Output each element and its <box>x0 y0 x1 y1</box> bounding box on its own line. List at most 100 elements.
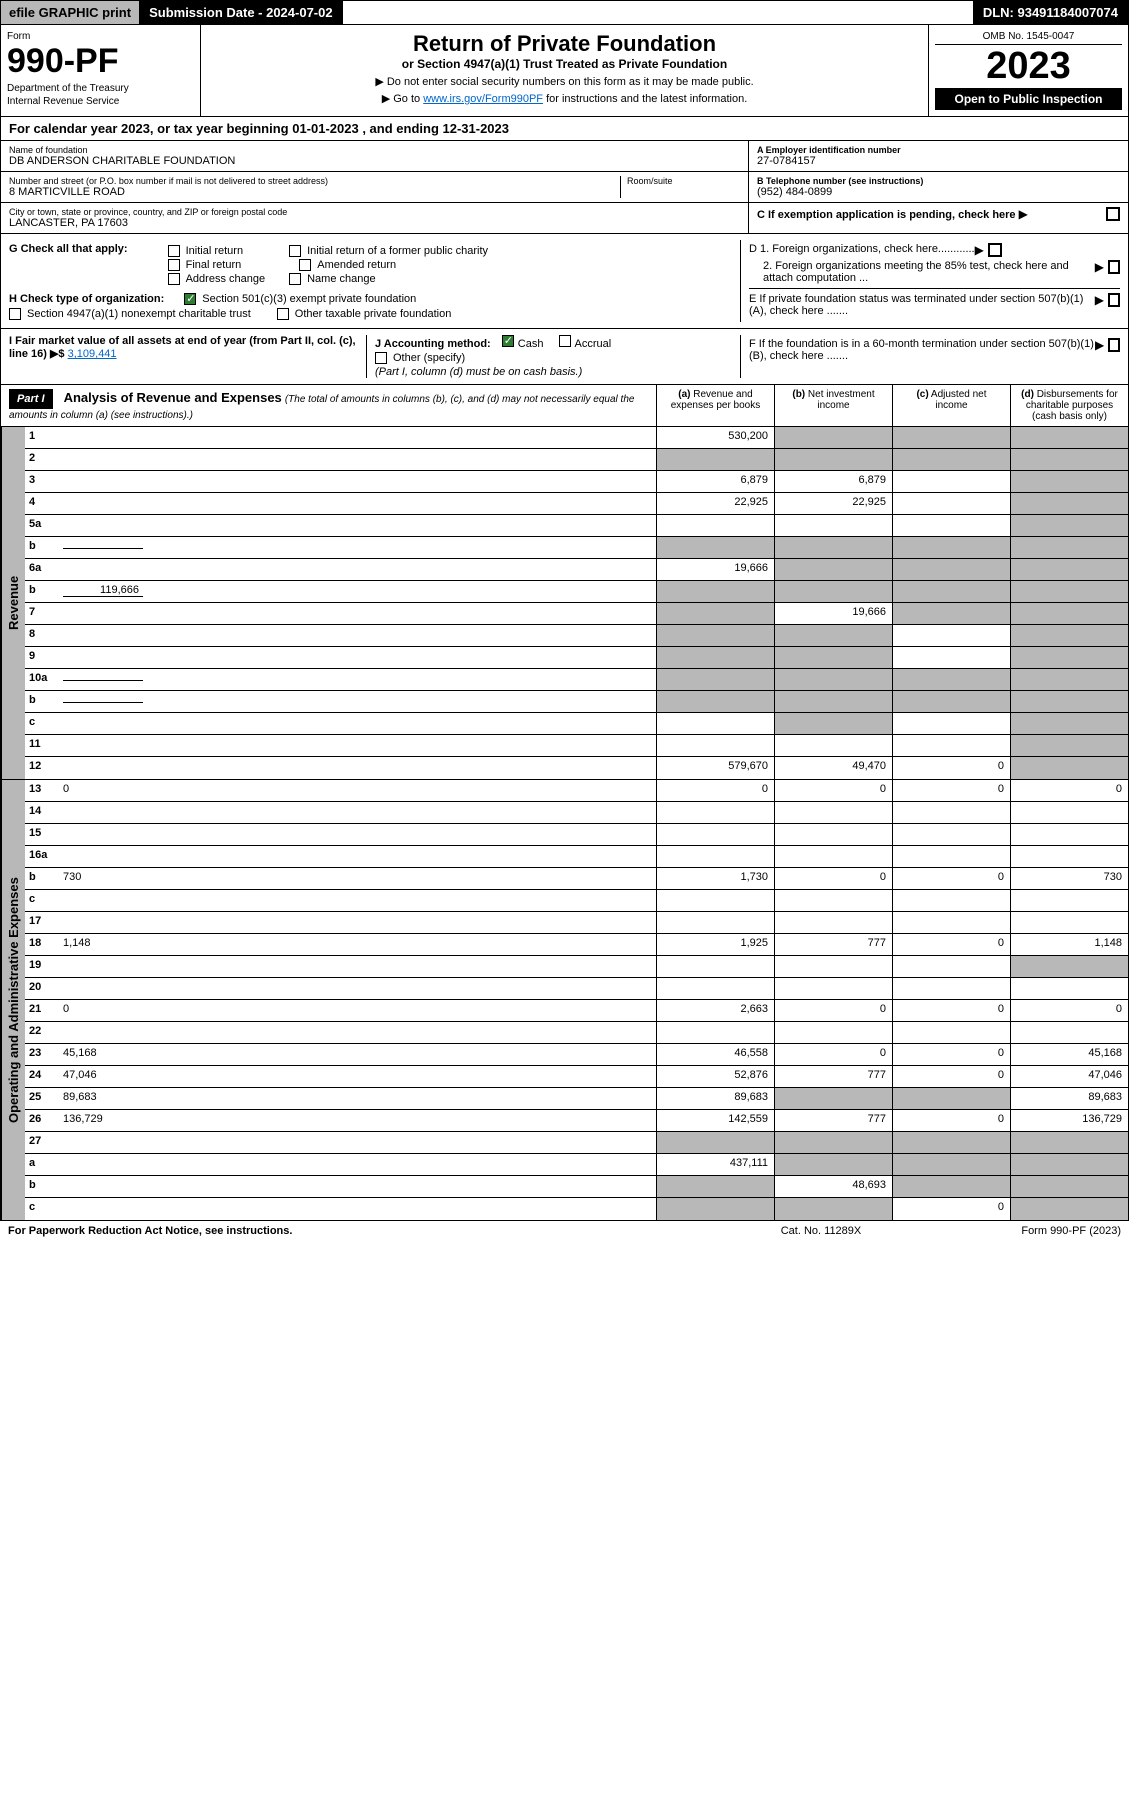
phone-label: B Telephone number (see instructions) <box>757 176 1120 186</box>
cell-col-d <box>1010 912 1128 933</box>
checkbox-accrual[interactable] <box>559 335 571 347</box>
cell-col-d <box>1010 802 1128 823</box>
table-row: b <box>25 691 1128 713</box>
table-row: 20 <box>25 978 1128 1000</box>
cell-col-a <box>656 449 774 470</box>
line-description <box>59 1154 656 1175</box>
cell-col-c <box>892 713 1010 734</box>
cell-col-c <box>892 493 1010 514</box>
checkbox-501c3[interactable] <box>184 293 196 305</box>
g-label: G Check all that apply: <box>9 243 128 255</box>
col-c-head: (c) Adjusted net income <box>892 385 1010 426</box>
table-row: 2 <box>25 449 1128 471</box>
inline-amount <box>63 702 143 703</box>
cell-col-a: 437,111 <box>656 1154 774 1175</box>
cell-col-d <box>1010 1154 1128 1175</box>
cell-col-d <box>1010 647 1128 668</box>
cell-col-d <box>1010 846 1128 867</box>
cell-col-c <box>892 625 1010 646</box>
checkbox-other-tax[interactable] <box>277 308 289 320</box>
d1-checkbox[interactable] <box>988 243 1002 257</box>
cell-col-a: 1,925 <box>656 934 774 955</box>
instr-pre: ▶ Go to <box>382 93 423 105</box>
table-row: 181,1481,92577701,148 <box>25 934 1128 956</box>
cell-col-a <box>656 581 774 602</box>
irs-link[interactable]: www.irs.gov/Form990PF <box>423 93 543 105</box>
c-exemption-cell: C If exemption application is pending, c… <box>749 203 1128 225</box>
checkbox-final[interactable] <box>168 259 180 271</box>
table-row: 719,666 <box>25 603 1128 625</box>
cell-col-a <box>656 537 774 558</box>
line-description: 47,046 <box>59 1066 656 1087</box>
table-row: 17 <box>25 912 1128 934</box>
tax-year: 2023 <box>935 45 1122 88</box>
cell-col-a <box>656 802 774 823</box>
cell-col-c <box>892 669 1010 690</box>
cell-col-c <box>892 647 1010 668</box>
table-row: 1300000 <box>25 780 1128 802</box>
table-row: 9 <box>25 647 1128 669</box>
cell-col-c <box>892 559 1010 580</box>
line-description: 1,148 <box>59 934 656 955</box>
cell-col-c: 0 <box>892 780 1010 801</box>
cell-col-b <box>774 515 892 536</box>
cell-col-b <box>774 890 892 911</box>
checkbox-initial[interactable] <box>168 245 180 257</box>
cell-col-d <box>1010 449 1128 470</box>
arrow-icon: ▶ <box>1019 207 1028 221</box>
cell-col-b <box>774 713 892 734</box>
checkbox-4947[interactable] <box>9 308 21 320</box>
ij-section: I Fair market value of all assets at end… <box>9 335 732 378</box>
line-description <box>59 713 656 734</box>
c-checkbox[interactable] <box>1106 207 1120 221</box>
cell-col-a: 19,666 <box>656 559 774 580</box>
cell-col-c <box>892 956 1010 977</box>
cell-col-d <box>1010 427 1128 448</box>
table-row: b48,693 <box>25 1176 1128 1198</box>
check-section-gh: G Check all that apply: Initial returnIn… <box>0 234 1129 329</box>
cell-col-b: 0 <box>774 780 892 801</box>
cell-col-c <box>892 427 1010 448</box>
i-fmv-value: 3,109,441 <box>68 348 117 360</box>
cell-col-b: 777 <box>774 934 892 955</box>
checkbox-other-method[interactable] <box>375 352 387 364</box>
line-number: 25 <box>25 1088 59 1109</box>
line-number: c <box>25 890 59 911</box>
cell-col-b: 48,693 <box>774 1176 892 1197</box>
footer-catno: Cat. No. 11289X <box>721 1225 921 1237</box>
line-number: b <box>25 581 59 602</box>
form-header: Form 990-PF Department of the Treasury I… <box>0 25 1129 117</box>
table-row: 422,92522,925 <box>25 493 1128 515</box>
cell-col-b: 49,470 <box>774 757 892 779</box>
cell-col-d: 136,729 <box>1010 1110 1128 1131</box>
page-footer: For Paperwork Reduction Act Notice, see … <box>0 1221 1129 1241</box>
street-address: 8 MARTICVILLE ROAD <box>9 186 620 198</box>
checkbox-name[interactable] <box>289 273 301 285</box>
line-description <box>59 1176 656 1197</box>
checkbox-former[interactable] <box>289 245 301 257</box>
checkbox-cash[interactable] <box>502 335 514 347</box>
g-opt-initial: Initial returnInitial return of a former… <box>168 245 488 257</box>
phone-value: (952) 484-0899 <box>757 186 1120 198</box>
d2-row: 2. Foreign organizations meeting the 85%… <box>749 260 1120 284</box>
header-right: OMB No. 1545-0047 2023 Open to Public In… <box>928 25 1128 116</box>
cell-col-a: 579,670 <box>656 757 774 779</box>
checkbox-amended[interactable] <box>299 259 311 271</box>
table-row: 26136,729142,5597770136,729 <box>25 1110 1128 1132</box>
h-4947: Section 4947(a)(1) nonexempt charitable … <box>27 308 251 320</box>
line-description <box>59 956 656 977</box>
checkbox-addr[interactable] <box>168 273 180 285</box>
f-checkbox[interactable] <box>1108 338 1120 352</box>
e-checkbox[interactable] <box>1108 293 1120 307</box>
d2-checkbox[interactable] <box>1108 260 1120 274</box>
form-title: Return of Private Foundation <box>211 31 918 57</box>
revenue-side-label: Revenue <box>1 427 25 779</box>
f-row: F If the foundation is in a 60-month ter… <box>749 338 1120 362</box>
form-label: Form <box>7 31 194 42</box>
e-row: E If private foundation status was termi… <box>749 288 1120 317</box>
i-label: I Fair market value of all assets at end… <box>9 335 356 360</box>
line-number: b <box>25 691 59 712</box>
cell-col-a <box>656 625 774 646</box>
table-row: b <box>25 537 1128 559</box>
line-description <box>59 890 656 911</box>
